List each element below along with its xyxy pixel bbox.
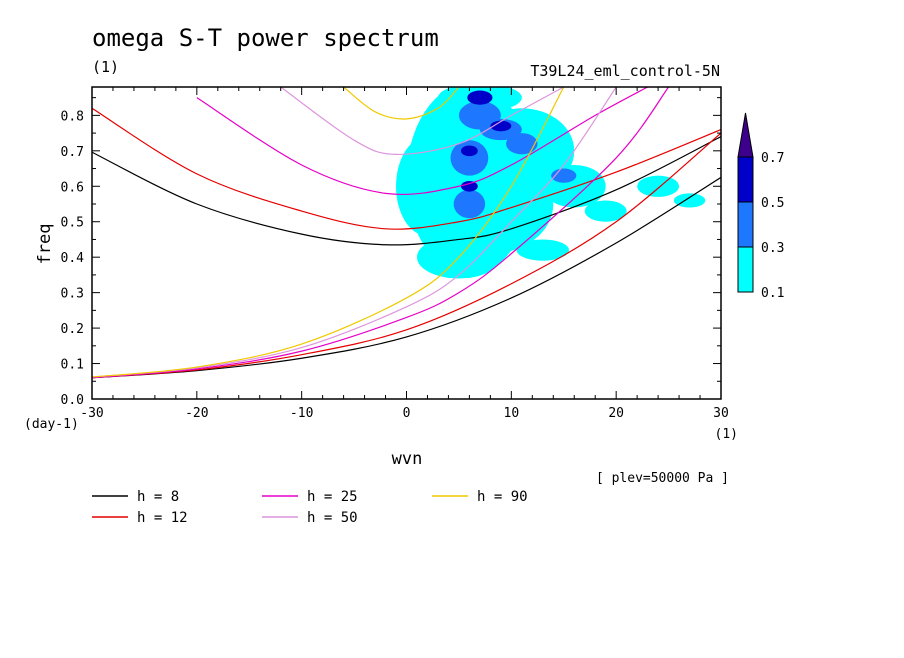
y-tick-label: 0.0 <box>61 393 84 408</box>
legend-label: h = 25 <box>307 489 358 505</box>
colorbar-extension <box>737 112 754 158</box>
y-tick-label: 0.7 <box>61 145 84 160</box>
x-tick-label: -10 <box>290 406 313 421</box>
y-tick-label: 0.3 <box>61 287 84 302</box>
x-tick-label: 20 <box>608 406 624 421</box>
power-blob <box>396 136 459 236</box>
dispersion-curve-upper <box>92 107 721 230</box>
units-label: (1) <box>92 58 119 76</box>
y-tick-label: 0.8 <box>61 109 84 124</box>
colorbar: 0.1 0.3 0.5 0.7 <box>737 112 784 301</box>
dispersion-curve-lower <box>92 87 617 378</box>
dispersion-curves <box>92 87 721 379</box>
colorbar-segment <box>737 246 754 293</box>
colorbar-label: 0.7 <box>761 151 784 166</box>
dispersion-curve-upper <box>196 87 648 196</box>
y-axis-label: freq <box>35 224 55 265</box>
colorbar-label: 0.3 <box>761 241 784 256</box>
power-blob <box>506 133 538 155</box>
y-tick-label: 0.6 <box>61 180 84 195</box>
dispersion-curve-lower <box>92 87 670 379</box>
power-blob <box>422 118 454 134</box>
power-blob <box>516 239 569 261</box>
power-blob <box>637 175 680 197</box>
y-tick-label: 0.2 <box>61 322 84 337</box>
power-blob <box>584 200 627 222</box>
y-tick-label: 0.5 <box>61 216 84 231</box>
x-tick-label: 10 <box>504 406 520 421</box>
power-blob <box>450 140 489 176</box>
level-note: [ plev=50000 Pa ] <box>596 471 729 486</box>
x-tick-label: -30 <box>80 406 103 421</box>
x-tick-label: -20 <box>185 406 208 421</box>
y-tick-label: 0.1 <box>61 358 84 373</box>
power-blob <box>461 180 478 192</box>
dispersion-curve-upper <box>343 87 460 120</box>
x-unit-label: (1) <box>715 427 738 442</box>
plot-frame <box>91 86 722 400</box>
dispersion-curve-lower <box>92 132 721 379</box>
dispersion-curve-lower <box>92 87 565 378</box>
run-label: T39L24_eml_control-5N <box>530 62 720 80</box>
x-axis-label: wvn <box>392 449 423 469</box>
legend-label: h = 50 <box>307 510 358 526</box>
colorbar-label: 0.5 <box>761 196 784 211</box>
power-blob <box>673 193 706 208</box>
y-tick-label: 0.4 <box>61 251 85 266</box>
legend-label: h = 12 <box>137 510 188 526</box>
legend-label: h = 8 <box>137 489 179 505</box>
x-tick-label: 0 <box>403 406 411 421</box>
power-blob <box>467 90 493 105</box>
power-contours <box>396 87 706 279</box>
power-blob <box>490 120 512 132</box>
y-axis-ticks: 0.0 0.1 0.2 0.3 0.4 0.5 0.6 0.7 0.8 <box>61 97 721 408</box>
power-blob <box>461 145 478 157</box>
chart-title: omega S-T power spectrum <box>92 24 439 52</box>
dispersion-curve-upper <box>280 87 565 155</box>
dispersion-curve-upper <box>92 136 721 246</box>
colorbar-segment <box>737 201 754 248</box>
colorbar-segment <box>737 156 754 203</box>
legend: h = 8 h = 12 h = 25 h = 50 h = 90 <box>92 489 528 526</box>
y-unit-label: (day-1) <box>24 417 79 432</box>
legend-label: h = 90 <box>477 489 528 505</box>
dispersion-curve-lower <box>92 176 721 379</box>
power-blob <box>453 189 486 219</box>
x-tick-label: 30 <box>713 406 729 421</box>
x-axis-ticks: -30 -20 -10 0 10 20 30 <box>80 87 729 421</box>
colorbar-label: 0.1 <box>761 286 784 301</box>
power-blob <box>542 165 606 208</box>
